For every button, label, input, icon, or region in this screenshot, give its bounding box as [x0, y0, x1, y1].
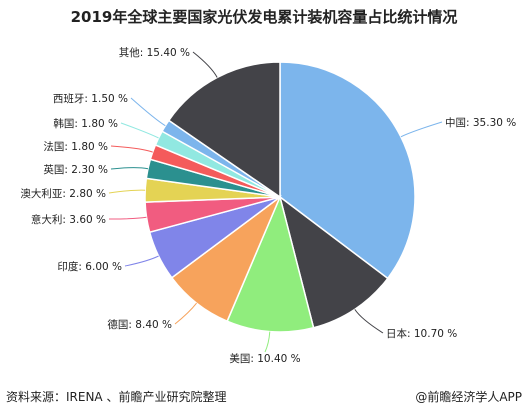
connector-11	[192, 51, 218, 78]
slice-label-6: 澳大利亚: 2.80 %	[20, 187, 106, 200]
source-note: 资料来源：IRENA 、前瞻产业研究院整理	[6, 390, 227, 404]
slice-label-2: 美国: 10.40 %	[229, 352, 300, 365]
connector-3	[174, 302, 197, 325]
connector-2	[264, 331, 271, 353]
pie-slices	[144, 61, 416, 333]
pie-slice-1	[278, 195, 389, 329]
chart-title: 2019年全球主要国家光伏发电累计装机容量占比统计情况	[70, 8, 458, 26]
slice-label-5: 意大利: 3.60 %	[31, 213, 106, 226]
slice-label-7: 英国: 2.30 %	[43, 163, 108, 176]
slice-label-10: 西班牙: 1.50 %	[53, 93, 128, 105]
slice-label-3: 德国: 8.40 %	[107, 318, 172, 331]
brand-credit: @前瞻经济学人APP	[415, 390, 522, 404]
slice-labels: 中国: 35.30 % 日本: 10.70 % 美国: 10.40 % 德国: 8.4…	[20, 46, 516, 365]
connector-6	[108, 189, 146, 194]
connector-1	[354, 309, 384, 334]
connector-10	[130, 97, 166, 127]
connector-9	[120, 122, 159, 139]
connector-5	[108, 216, 147, 220]
slice-label-4: 印度: 6.00 %	[57, 260, 122, 273]
pie-chart: 中国: 35.30 % 日本: 10.70 % 美国: 10.40 % 德国: 8.4…	[20, 46, 516, 365]
pie-slice-0	[279, 61, 416, 280]
connector-0	[400, 121, 443, 138]
slice-label-8: 法国: 1.80 %	[43, 140, 108, 153]
connector-8	[110, 145, 153, 153]
slice-label-11: 其他: 15.40 %	[119, 46, 190, 59]
slice-label-1: 日本: 10.70 %	[386, 327, 457, 340]
connector-7	[110, 167, 149, 170]
label-connectors	[108, 51, 443, 353]
connector-4	[124, 255, 159, 267]
slice-label-0: 中国: 35.30 %	[445, 116, 516, 129]
slice-label-9: 韩国: 1.80 %	[53, 117, 118, 130]
